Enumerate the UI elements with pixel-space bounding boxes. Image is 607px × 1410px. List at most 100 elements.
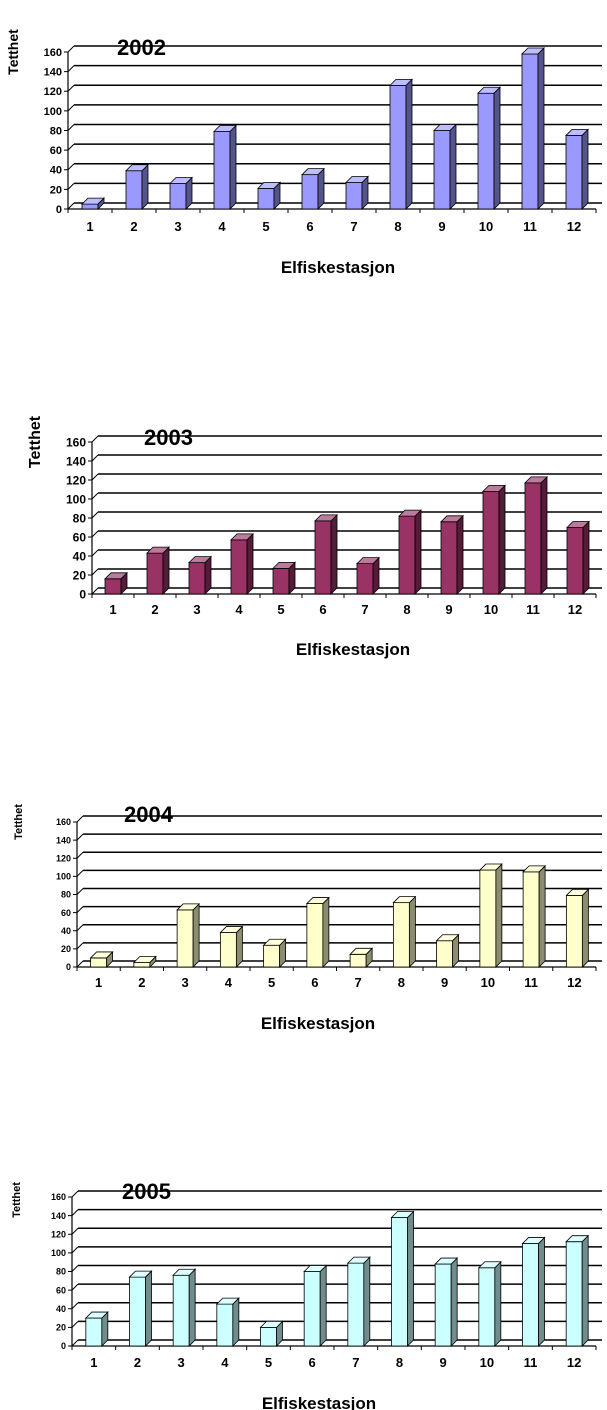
bar-front [176, 909, 194, 968]
y-tick-label: 20 [73, 568, 87, 582]
bar-top [128, 1270, 153, 1278]
bar-front [478, 1267, 496, 1347]
bar-side [495, 863, 503, 968]
x-tick-label: 12 [567, 975, 581, 990]
bar-front [213, 131, 231, 210]
x-tick-label: 5 [262, 219, 269, 234]
bar-top [440, 515, 464, 523]
bar-front [81, 203, 99, 210]
chart-title: 2005 [122, 1179, 171, 1204]
y-tick-label: 80 [50, 125, 62, 137]
y-tick-slant [76, 924, 84, 932]
y-tick-slant [91, 492, 99, 500]
chart-title: 2004 [124, 802, 174, 827]
bar-top [433, 124, 457, 131]
bar-8 [390, 1210, 415, 1347]
bar-top [215, 1297, 240, 1305]
x-tick-label: 9 [445, 602, 452, 617]
bar-side [322, 896, 330, 968]
y-tick-slant [91, 587, 99, 595]
x-tick-label: 4 [218, 219, 226, 234]
bar-side [192, 902, 200, 968]
bar-side [540, 475, 548, 595]
y-tick-label: 80 [73, 511, 87, 525]
bar-top [262, 938, 287, 946]
bar-11 [522, 864, 547, 968]
bar-top [356, 557, 380, 564]
bar-front [391, 1217, 408, 1347]
bar-7 [356, 556, 380, 595]
bar-front [398, 515, 416, 595]
bar-top [390, 1211, 415, 1218]
y-tick-slant [67, 84, 75, 92]
x-tick-label: 12 [567, 1355, 581, 1370]
bar-front [188, 562, 206, 595]
bar-3 [169, 176, 193, 210]
bar-top [346, 1256, 371, 1264]
bar-top [230, 533, 254, 541]
bar-top [146, 546, 170, 554]
y-tick-slant [67, 202, 75, 210]
bar-side [538, 1236, 545, 1347]
x-tick-label: 1 [86, 219, 93, 234]
bar-4 [213, 124, 237, 210]
bar-5 [272, 561, 296, 595]
bar-front [433, 130, 451, 210]
bar-4 [219, 925, 244, 968]
bar-top [219, 926, 244, 933]
bar-top [172, 1268, 197, 1276]
y-tick-slant [76, 942, 84, 950]
bar-front [90, 957, 108, 968]
y-tick-label: 40 [50, 165, 62, 177]
y-tick-label: 40 [56, 1304, 66, 1314]
y-tick-label: 140 [51, 1211, 66, 1221]
bar-top [257, 181, 281, 189]
bar-top [345, 176, 369, 183]
bar-front [440, 521, 458, 595]
bar-3 [176, 902, 201, 968]
y-tick-label: 160 [56, 817, 71, 827]
bar-top [522, 865, 547, 873]
y-tick-slant [71, 1227, 79, 1235]
y-tick-label: 140 [66, 454, 86, 468]
bar-front [260, 1326, 277, 1347]
bar-front [125, 170, 143, 210]
y-tick-slant [71, 1209, 79, 1216]
chart-title: 2003 [144, 425, 193, 450]
x-tick-label: 4 [225, 975, 233, 990]
bar-7 [345, 175, 369, 210]
bar-side [363, 1256, 371, 1347]
bar-side [581, 888, 589, 968]
bar-11 [524, 475, 548, 595]
bar-side [450, 1257, 458, 1347]
x-axis-label: Elfiskestasjon [261, 1014, 375, 1033]
y-tick-slant [91, 549, 99, 557]
y-tick-slant [76, 960, 84, 968]
bar-5 [262, 938, 287, 968]
x-tick-label: 6 [306, 219, 313, 234]
bar-1 [89, 950, 114, 968]
x-tick-label: 5 [268, 975, 275, 990]
bar-4 [215, 1297, 240, 1347]
y-tick-slant [67, 124, 75, 131]
x-tick-label: 8 [403, 602, 410, 617]
y-axis-label: Tetthet [5, 29, 21, 75]
y-tick-slant [76, 851, 84, 859]
bar-3 [172, 1268, 197, 1347]
x-tick-label: 5 [265, 1355, 272, 1370]
y-tick-label: 120 [56, 853, 71, 863]
bar-front [303, 1271, 321, 1347]
bar-4 [230, 532, 254, 595]
y-tick-slant [91, 473, 99, 481]
x-tick-label: 11 [523, 219, 537, 234]
bar-top [89, 951, 114, 959]
bar-7 [349, 947, 374, 968]
x-tick-label: 8 [396, 1355, 403, 1370]
bar-front [169, 183, 187, 210]
bar-8 [398, 509, 422, 595]
x-tick-label: 10 [481, 975, 495, 990]
bar-top [176, 903, 201, 911]
x-tick-label: 11 [524, 975, 538, 990]
x-axis-label: Elfiskestasjon [262, 1394, 376, 1410]
